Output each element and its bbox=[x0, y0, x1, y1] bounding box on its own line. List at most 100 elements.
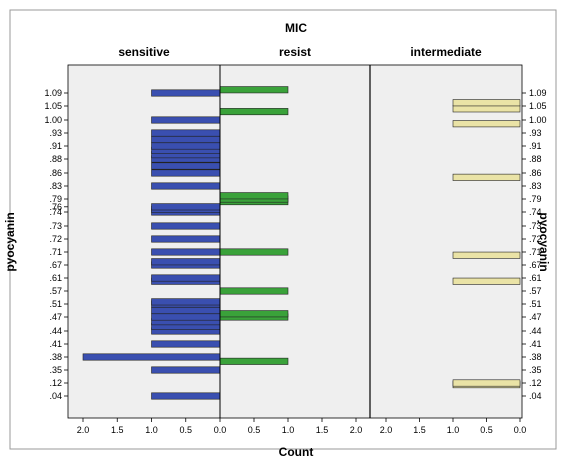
x-tick-label: 0.5 bbox=[480, 425, 493, 435]
bar bbox=[151, 129, 221, 137]
bar bbox=[151, 142, 221, 150]
panels bbox=[67, 64, 523, 419]
y-tick-label: .67 bbox=[529, 260, 542, 270]
x-tick-label: 2.0 bbox=[77, 425, 90, 435]
y-tick-label: .91 bbox=[49, 141, 62, 151]
bar bbox=[151, 392, 221, 400]
x-axis-ticks: 2.0 1.5 1.0 0.5 0.0 0.5 1.0 1.5 2.0 2.0 1.5 1.0 0.5 0… bbox=[77, 418, 527, 435]
y-axis-label-right: pyocyanin bbox=[537, 212, 551, 271]
panel-sensitive bbox=[68, 65, 221, 418]
y-tick-label: .83 bbox=[49, 181, 62, 191]
bar bbox=[151, 235, 221, 243]
bar bbox=[151, 222, 221, 230]
bar bbox=[151, 366, 221, 374]
x-tick-label: 0.5 bbox=[179, 425, 192, 435]
y-tick-label: .86 bbox=[529, 168, 542, 178]
bar bbox=[151, 89, 221, 97]
bar bbox=[151, 182, 221, 190]
panel-background bbox=[220, 65, 370, 418]
bar bbox=[452, 251, 521, 259]
bar bbox=[219, 310, 289, 318]
panel-header: intermediate bbox=[410, 45, 482, 59]
y-tick-label: 1.05 bbox=[529, 101, 547, 111]
y-tick-label: .93 bbox=[49, 128, 62, 138]
plot-frame bbox=[67, 64, 523, 419]
bar bbox=[151, 306, 221, 314]
y-tick-label: 1.00 bbox=[529, 115, 547, 125]
chart-frame bbox=[9, 9, 557, 450]
panel-header: resist bbox=[279, 45, 311, 59]
chart-title: MIC bbox=[285, 21, 307, 35]
bar bbox=[219, 287, 289, 295]
y-tick-label: .76 bbox=[49, 202, 62, 212]
y-tick-label: .35 bbox=[49, 365, 62, 375]
x-tick-label: 1.5 bbox=[111, 425, 124, 435]
y-tick-label: .12 bbox=[49, 378, 62, 388]
bar bbox=[151, 258, 221, 266]
bar bbox=[151, 248, 221, 256]
y-tick-label: .72 bbox=[529, 234, 542, 244]
y-tick-label: .67 bbox=[49, 260, 62, 270]
bar bbox=[151, 162, 221, 170]
bar bbox=[452, 99, 521, 107]
y-tick-label: .12 bbox=[529, 378, 542, 388]
x-tick-label: 1.0 bbox=[145, 425, 158, 435]
y-axis-right: 1.09 1.05 1.00 .93 .91 .88 .86 .83 .79 .74 .73 .72.… bbox=[522, 88, 547, 401]
y-tick-label: .44 bbox=[49, 326, 62, 336]
bar bbox=[151, 274, 221, 282]
y-tick-label: .38 bbox=[49, 352, 62, 362]
x-tick-label: 2.0 bbox=[350, 425, 363, 435]
x-tick-label: 2.0 bbox=[380, 425, 393, 435]
y-axis-label-left: pyocyanin bbox=[3, 212, 17, 271]
panel-resist bbox=[219, 65, 370, 418]
y-tick-label: .57 bbox=[49, 286, 62, 296]
y-tick-label: .72 bbox=[49, 234, 62, 244]
bar bbox=[151, 313, 221, 321]
y-tick-label: .04 bbox=[49, 391, 62, 401]
bar bbox=[151, 136, 221, 144]
y-tick-label: .88 bbox=[49, 154, 62, 164]
x-tick-label: 0.0 bbox=[514, 425, 527, 435]
bar bbox=[151, 340, 221, 348]
bar bbox=[452, 379, 521, 387]
x-tick-label: 0.5 bbox=[248, 425, 261, 435]
y-tick-label: 1.00 bbox=[44, 115, 62, 125]
bar bbox=[452, 105, 521, 113]
bar bbox=[452, 120, 521, 128]
panel-header: sensitive bbox=[118, 45, 170, 59]
y-tick-label: .47 bbox=[529, 312, 542, 322]
y-tick-label: .79 bbox=[49, 194, 62, 204]
panel-background bbox=[370, 65, 522, 418]
y-tick-label: .44 bbox=[529, 326, 542, 336]
x-tick-label: 0.0 bbox=[214, 425, 227, 435]
y-axis-left: 1.09 1.05 1.00 .93 .91 .88 .86 .83 .79.76.74 .73.… bbox=[44, 88, 68, 401]
y-tick-label: .57 bbox=[529, 286, 542, 296]
bar bbox=[452, 173, 521, 181]
y-tick-label: .79 bbox=[529, 194, 542, 204]
bar bbox=[151, 298, 221, 306]
y-tick-label: .51 bbox=[529, 299, 542, 309]
y-tick-label: .88 bbox=[529, 154, 542, 164]
y-tick-label: .71 bbox=[529, 247, 542, 257]
panel-intermediate bbox=[370, 65, 522, 418]
x-axis-label: Count bbox=[279, 445, 314, 459]
bar bbox=[219, 248, 289, 256]
y-tick-label: .74 bbox=[49, 207, 62, 217]
bar bbox=[151, 203, 221, 211]
y-tick-label: .35 bbox=[529, 365, 542, 375]
y-tick-label: 1.09 bbox=[44, 88, 62, 98]
y-tick-label: .73 bbox=[49, 221, 62, 231]
y-tick-label: .51 bbox=[49, 299, 62, 309]
y-tick-label: .91 bbox=[529, 141, 542, 151]
y-tick-label: .61 bbox=[529, 273, 542, 283]
x-tick-label: 1.0 bbox=[282, 425, 295, 435]
y-tick-label: .73 bbox=[529, 221, 542, 231]
y-tick-label: .83 bbox=[529, 181, 542, 191]
bar bbox=[82, 353, 221, 361]
bar bbox=[151, 169, 221, 177]
y-tick-label: .47 bbox=[49, 312, 62, 322]
x-tick-label: 1.0 bbox=[447, 425, 460, 435]
y-tick-label: .41 bbox=[529, 339, 542, 349]
